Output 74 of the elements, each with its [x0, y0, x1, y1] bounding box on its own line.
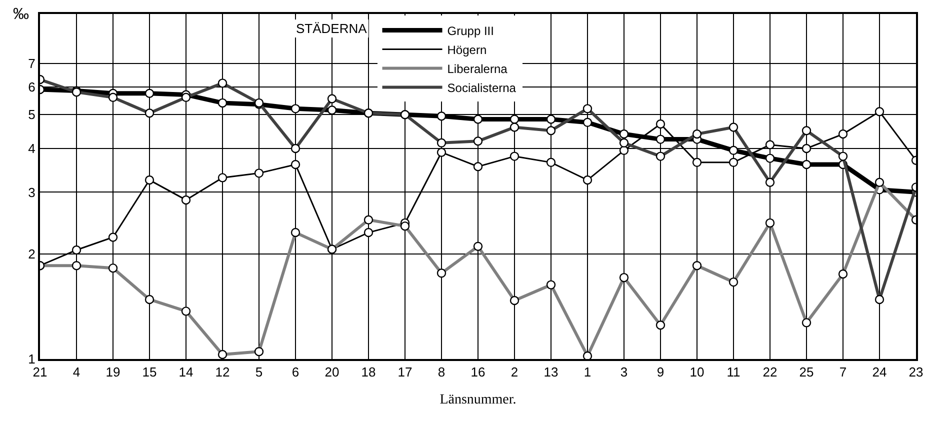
point — [436, 148, 446, 157]
x-tick-label: 13 — [544, 364, 558, 380]
x-tick-label: 20 — [324, 364, 340, 380]
x-tick-label: 9 — [656, 364, 664, 380]
point — [473, 114, 483, 124]
x-tick-label: 8 — [438, 364, 446, 380]
point — [582, 118, 592, 128]
point — [582, 175, 592, 185]
point — [546, 158, 556, 168]
point — [692, 158, 702, 168]
point — [108, 232, 118, 242]
point — [473, 162, 483, 172]
x-tick-label: 19 — [106, 364, 120, 380]
point — [656, 134, 666, 144]
point — [802, 144, 812, 154]
x-tick-label: 3 — [620, 364, 628, 380]
y-tick-label: 6 — [28, 79, 36, 94]
y-axis-title: ‰ — [13, 6, 29, 23]
x-tick-label: 6 — [292, 364, 300, 380]
x-tick-label: 12 — [215, 364, 230, 380]
x-tick-label: 1 — [584, 364, 592, 380]
y-tick-label: 2 — [28, 246, 36, 262]
point — [144, 88, 154, 98]
y-tick-label: 3 — [28, 184, 36, 200]
point — [364, 228, 374, 238]
point — [619, 146, 629, 156]
y-tick-label: 1 — [28, 352, 36, 367]
point — [181, 195, 191, 205]
point — [765, 154, 775, 163]
annotation: STÄDERNA — [296, 21, 368, 36]
x-tick-label: 14 — [178, 364, 194, 380]
x-axis-title: Länsnummer. — [440, 392, 516, 408]
x-tick-label: 22 — [762, 364, 778, 380]
point — [838, 129, 848, 139]
point — [436, 112, 446, 121]
x-tick-label: 17 — [398, 364, 412, 380]
point — [728, 158, 738, 168]
x-tick-label: 18 — [361, 364, 376, 380]
point — [254, 168, 264, 178]
point — [802, 160, 812, 170]
point — [72, 245, 82, 255]
legend-label: Liberalerna — [447, 62, 508, 76]
x-tick-label: 23 — [908, 364, 924, 380]
x-tick-label: 15 — [142, 364, 157, 380]
point — [765, 140, 775, 150]
point — [290, 104, 300, 114]
point — [290, 160, 300, 170]
point — [218, 98, 228, 108]
point — [218, 173, 228, 182]
x-tick-label: 4 — [72, 364, 80, 380]
legend-label: Socialisterna — [447, 80, 516, 95]
legend-label: Högern — [447, 42, 487, 57]
point — [619, 129, 629, 139]
point — [728, 146, 738, 156]
y-tick-label: 5 — [28, 107, 36, 122]
x-tick-label: 25 — [799, 364, 814, 380]
x-tick-label: 5 — [255, 364, 263, 380]
point — [327, 106, 337, 115]
y-tick-label: 7 — [28, 56, 36, 72]
point — [510, 152, 520, 161]
x-tick-label: 2 — [510, 364, 518, 380]
point — [656, 119, 666, 129]
x-tick-label: 10 — [690, 364, 704, 380]
point — [546, 114, 556, 124]
point — [874, 107, 884, 116]
y-tick-label: 4 — [28, 141, 36, 156]
legend-label: Grupp III — [447, 24, 494, 38]
x-tick-label: 21 — [32, 364, 48, 380]
x-tick-label: 11 — [726, 364, 740, 380]
point — [510, 114, 520, 124]
x-tick-label: 16 — [470, 364, 486, 380]
x-tick-label: 24 — [872, 364, 887, 380]
point — [144, 175, 154, 185]
x-tick-label: 7 — [839, 364, 847, 380]
